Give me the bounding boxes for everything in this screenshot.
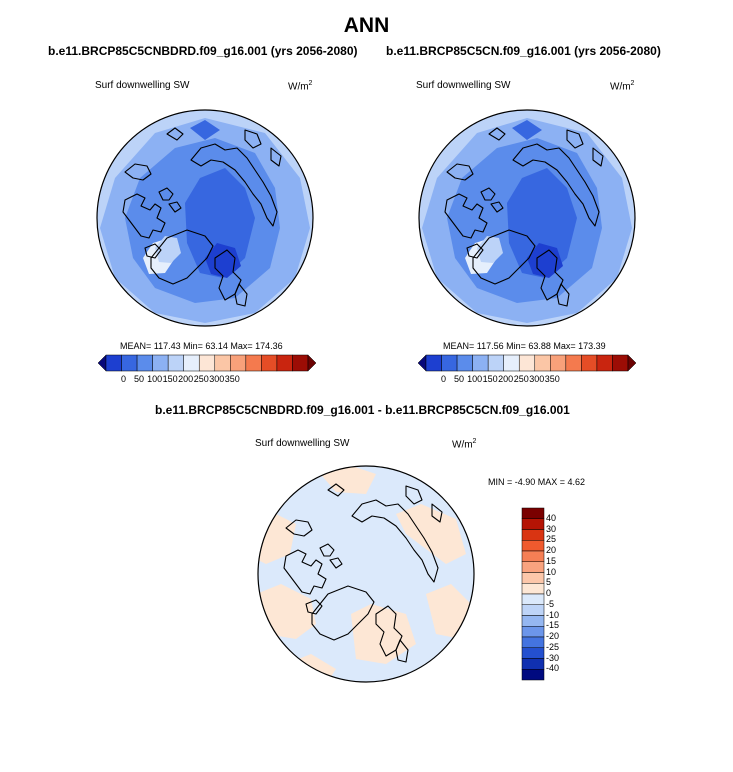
colorbar-tick-label: 150 [482, 374, 498, 384]
colorbar-swatch [521, 529, 545, 541]
colorbar-swatch [521, 550, 545, 562]
colorbar-swatch [521, 572, 545, 584]
colorbar-swatch [521, 593, 545, 605]
colorbar-swatch [521, 658, 545, 670]
panel2-stats: MEAN= 117.56 Min= 63.88 Max= 173.39 [443, 341, 606, 351]
colorbar-swatch [521, 561, 545, 573]
panel2-colorbar-labels: 0 50 100 150 200 250 300 350 [418, 374, 636, 386]
colorbar-tick-label: -20 [546, 631, 560, 641]
colorbar-swatch [261, 354, 278, 372]
panel1-units-label: W/m2 [288, 80, 313, 93]
colorbar-tick-label: 350 [544, 374, 560, 384]
panel3-colorbar [521, 507, 545, 681]
colorbar-tick-label: 150 [162, 374, 178, 384]
colorbar-swatch [550, 354, 567, 372]
colorbar-swatch [276, 354, 293, 372]
panel2-title: b.e11.BRCP85C5CN.f09_g16.001 (yrs 2056-2… [386, 44, 661, 58]
colorbar-swatch [307, 354, 317, 372]
colorbar-tick-label: 0 [441, 374, 447, 384]
colorbar-swatch [136, 354, 153, 372]
colorbar-tick-label: 15 [546, 555, 557, 566]
colorbar-tick-label: -25 [546, 641, 560, 652]
colorbar-tick-label: -5 [546, 598, 555, 609]
colorbar-tick-label: 10 [546, 566, 557, 577]
colorbar-swatch [167, 354, 184, 372]
colorbar-swatch [521, 507, 545, 519]
colorbar-tick-label: 200 [178, 374, 194, 384]
colorbar-swatch [521, 518, 545, 530]
colorbar-swatch [518, 354, 536, 372]
colorbar-tick-label: 25 [546, 534, 557, 545]
colorbar-tick-label: 20 [546, 545, 557, 555]
colorbar-swatch [456, 354, 473, 372]
panel3-stats: MIN = -4.90 MAX = 4.62 [488, 477, 586, 487]
panel3-title: b.e11.BRCP85C5CNBDRD.f09_g16.001 - b.e11… [155, 403, 570, 417]
colorbar-swatch [97, 354, 107, 372]
panel2-map [418, 109, 636, 327]
colorbar-swatch [105, 354, 122, 372]
panel2-units-label: W/m2 [610, 80, 635, 93]
colorbar-swatch [503, 354, 520, 372]
colorbar-swatch [521, 615, 545, 627]
colorbar-swatch [596, 354, 613, 372]
panel2-variable-label: Surf downwelling SW [416, 80, 511, 91]
colorbar-swatch [521, 626, 545, 638]
panel1-colorbar-labels: 0 50 100 150 200 250 300 350 [98, 374, 316, 386]
panel2-colorbar [417, 354, 637, 372]
colorbar-tick-label: -15 [546, 620, 560, 631]
panel1-variable-label: Surf downwelling SW [95, 80, 190, 91]
colorbar-tick-label: 50 [454, 374, 465, 384]
panel3-variable-label: Surf downwelling SW [255, 438, 350, 449]
colorbar-swatch [612, 354, 629, 372]
panel3-colorbar-labels: 40 30 25 20 15 10 5 0 -5 -10 -15 -20 -25 -30 -40 [546, 508, 576, 680]
colorbar-tick-label: 30 [546, 523, 557, 534]
colorbar-swatch [425, 354, 442, 372]
colorbar-swatch [152, 354, 169, 372]
colorbar-swatch [472, 354, 489, 372]
colorbar-tick-label: 100 [467, 374, 483, 384]
colorbar-swatch [627, 354, 637, 372]
colorbar-tick-label: -30 [546, 652, 560, 663]
panel1-title: b.e11.BRCP85C5CNBDRD.f09_g16.001 (yrs 20… [48, 44, 358, 58]
colorbar-tick-label: 40 [546, 512, 557, 523]
colorbar-tick-label: 0 [121, 374, 127, 384]
colorbar-swatch [441, 354, 458, 372]
colorbar-tick-label: 5 [546, 577, 552, 588]
panel1-stats: MEAN= 117.43 Min= 63.14 Max= 174.36 [120, 341, 283, 351]
colorbar-swatch [521, 540, 545, 552]
colorbar-tick-label: -10 [546, 609, 560, 620]
colorbar-swatch [521, 583, 545, 595]
colorbar-tick-label: 50 [134, 374, 145, 384]
colorbar-tick-label: 200 [498, 374, 514, 384]
colorbar-tick-label: 0 [546, 588, 552, 598]
colorbar-swatch [521, 636, 545, 648]
colorbar-swatch [214, 354, 231, 372]
colorbar-swatch [245, 354, 262, 372]
colorbar-tick-label: 350 [224, 374, 240, 384]
colorbar-swatch [581, 354, 598, 372]
panel1-colorbar [97, 354, 317, 372]
colorbar-swatch [521, 604, 545, 616]
colorbar-swatch [198, 354, 216, 372]
colorbar-swatch [121, 354, 138, 372]
colorbar-tick-label: -40 [546, 663, 560, 674]
panel1-map [96, 109, 314, 327]
colorbar-swatch [565, 354, 582, 372]
panel3-units-label: W/m2 [452, 438, 477, 451]
colorbar-tick-label: 250 [193, 374, 209, 384]
colorbar-swatch [521, 669, 545, 681]
panel3-map [257, 465, 475, 683]
colorbar-tick-label: 300 [209, 374, 225, 384]
colorbar-tick-label: 300 [529, 374, 545, 384]
colorbar-swatch [487, 354, 504, 372]
figure-title: ANN [343, 14, 390, 37]
colorbar-swatch [183, 354, 200, 372]
colorbar-swatch [521, 647, 545, 659]
colorbar-tick-label: 250 [513, 374, 529, 384]
colorbar-tick-label: 100 [147, 374, 163, 384]
colorbar-swatch [417, 354, 427, 372]
colorbar-swatch [230, 354, 247, 372]
colorbar-swatch [292, 354, 309, 372]
colorbar-swatch [534, 354, 551, 372]
